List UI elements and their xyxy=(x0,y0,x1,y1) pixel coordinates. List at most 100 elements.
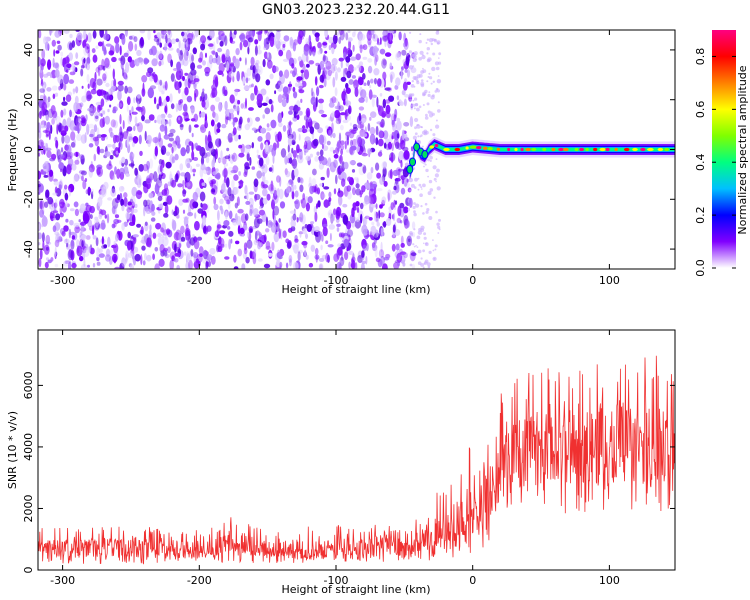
noise-speckle xyxy=(333,188,337,195)
noise-speckle xyxy=(287,227,293,233)
noise-speckle xyxy=(405,56,410,66)
noise-speckle xyxy=(335,218,340,223)
noise-speckle xyxy=(194,220,200,231)
noise-speckle xyxy=(46,150,52,158)
noise-speckle xyxy=(82,30,87,40)
noise-speckle xyxy=(63,238,70,245)
noise-speckle xyxy=(320,244,323,251)
noise-speckle xyxy=(100,113,103,117)
noise-speckle xyxy=(130,35,136,40)
noise-speckle xyxy=(273,66,279,72)
noise-speckle xyxy=(139,150,143,156)
noise-speckle xyxy=(374,78,377,85)
noise-speckle xyxy=(42,171,47,175)
noise-speckle xyxy=(420,126,423,128)
noise-speckle xyxy=(425,113,428,117)
noise-speckle xyxy=(345,56,351,63)
noise-speckle xyxy=(290,220,297,228)
noise-speckle xyxy=(227,187,232,197)
noise-speckle xyxy=(270,180,274,191)
noise-speckle xyxy=(417,177,420,180)
noise-speckle xyxy=(428,216,433,220)
noise-speckle xyxy=(211,189,216,193)
noise-speckle xyxy=(202,225,209,235)
noise-speckle xyxy=(53,49,56,57)
noise-speckle xyxy=(413,107,416,110)
noise-speckle xyxy=(396,120,402,131)
noise-speckle xyxy=(326,140,331,146)
noise-speckle xyxy=(79,154,85,160)
noise-speckle xyxy=(85,90,92,102)
noise-speckle xyxy=(169,171,172,182)
noise-speckle xyxy=(134,253,141,262)
noise-speckle xyxy=(179,123,184,131)
noise-speckle xyxy=(408,197,413,208)
noise-speckle xyxy=(142,82,145,93)
noise-speckle xyxy=(216,244,220,253)
noise-speckle xyxy=(282,43,286,48)
noise-speckle xyxy=(389,32,392,42)
noise-speckle xyxy=(317,231,323,238)
noise-speckle xyxy=(385,104,391,115)
noise-speckle xyxy=(164,203,169,215)
noise-speckle xyxy=(362,147,366,155)
noise-speckle xyxy=(244,166,251,170)
noise-speckle xyxy=(327,244,334,248)
noise-speckle xyxy=(360,89,367,99)
noise-speckle xyxy=(422,183,426,188)
noise-speckle xyxy=(163,30,167,34)
noise-speckle xyxy=(391,152,394,164)
noise-speckle xyxy=(251,142,254,149)
noise-speckle xyxy=(164,119,168,125)
noise-speckle xyxy=(69,208,75,212)
noise-speckle xyxy=(52,210,59,214)
noise-speckle xyxy=(259,199,262,206)
noise-speckle xyxy=(302,193,306,201)
noise-speckle xyxy=(400,187,406,195)
noise-speckle xyxy=(340,124,344,131)
noise-speckle xyxy=(328,212,335,216)
noise-speckle xyxy=(117,89,122,101)
noise-speckle xyxy=(372,244,378,252)
noise-speckle xyxy=(41,49,46,60)
noise-speckle xyxy=(432,133,436,137)
noise-speckle xyxy=(45,111,50,121)
noise-speckle xyxy=(121,186,124,190)
noise-speckle xyxy=(336,227,340,232)
noise-speckle xyxy=(370,225,376,233)
noise-speckle xyxy=(70,240,75,247)
noise-speckle xyxy=(80,203,86,211)
noise-speckle xyxy=(435,88,438,91)
noise-speckle xyxy=(323,223,328,228)
noise-speckle xyxy=(329,232,332,242)
noise-speckle xyxy=(204,66,211,74)
noise-speckle xyxy=(176,214,180,219)
noise-speckle xyxy=(136,191,143,195)
noise-speckle xyxy=(346,47,351,55)
noise-speckle xyxy=(363,82,367,86)
noise-speckle xyxy=(217,70,224,75)
noise-speckle xyxy=(342,119,349,124)
noise-speckle xyxy=(180,42,185,53)
noise-speckle xyxy=(184,86,189,96)
noise-speckle xyxy=(257,258,263,262)
noise-speckle xyxy=(96,89,103,97)
noise-speckle xyxy=(221,183,226,193)
noise-speckle xyxy=(66,164,72,175)
noise-speckle xyxy=(411,221,416,230)
noise-speckle xyxy=(159,50,163,60)
noise-speckle xyxy=(38,139,45,149)
noise-speckle xyxy=(158,132,162,143)
noise-speckle xyxy=(176,264,180,269)
signal-peak xyxy=(605,147,610,152)
noise-speckle xyxy=(432,249,435,252)
noise-speckle xyxy=(89,133,94,138)
noise-speckle xyxy=(179,124,184,128)
noise-speckle xyxy=(74,208,79,217)
noise-speckle xyxy=(255,73,261,83)
noise-speckle xyxy=(412,103,416,107)
noise-speckle xyxy=(382,263,388,269)
noise-speckle xyxy=(93,124,98,133)
noise-speckle xyxy=(189,52,193,64)
noise-speckle xyxy=(116,219,122,223)
